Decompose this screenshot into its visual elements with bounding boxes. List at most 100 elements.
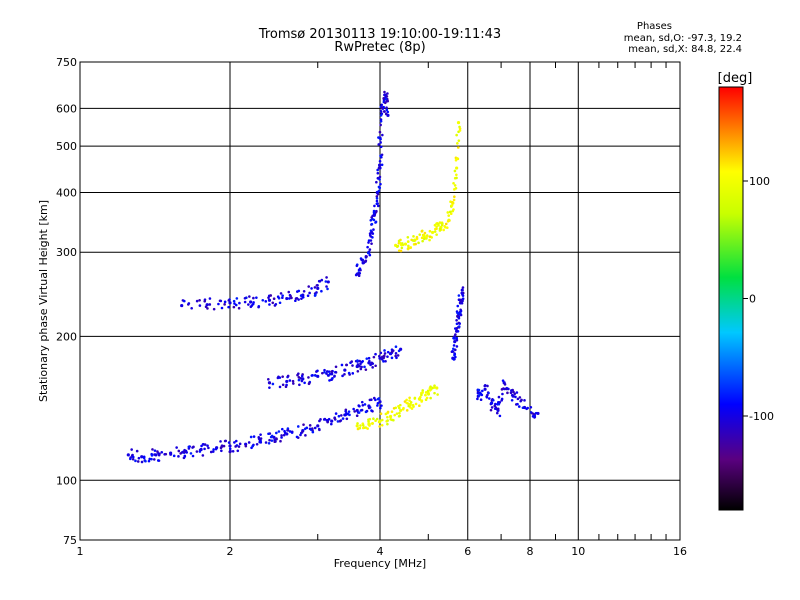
data-point — [223, 300, 227, 304]
phases-heading: Phases — [636, 21, 672, 32]
data-point — [359, 409, 363, 412]
data-point — [203, 443, 207, 446]
data-point — [368, 253, 372, 257]
data-point — [177, 449, 181, 453]
data-point — [476, 391, 480, 395]
data-point — [455, 166, 459, 170]
data-point — [385, 108, 389, 112]
data-point — [302, 423, 305, 426]
data-point — [523, 399, 526, 402]
data-point — [408, 396, 411, 400]
data-point — [433, 223, 437, 227]
data-point — [455, 318, 458, 322]
data-point — [395, 356, 398, 360]
data-point — [348, 413, 351, 417]
data-point — [150, 457, 153, 461]
data-point — [272, 297, 276, 301]
data-point — [259, 437, 263, 440]
data-point — [355, 408, 359, 413]
data-point — [277, 430, 281, 433]
data-point — [379, 118, 383, 121]
data-point — [458, 129, 462, 132]
data-point — [334, 370, 337, 374]
data-point — [536, 411, 540, 416]
data-point — [344, 413, 347, 417]
data-point — [353, 410, 356, 413]
data-point — [385, 95, 389, 98]
y-tick-label: 100 — [56, 474, 77, 487]
data-point — [361, 360, 364, 363]
data-point — [386, 92, 389, 95]
data-point — [268, 438, 271, 442]
data-point — [288, 430, 292, 433]
data-point — [359, 424, 362, 427]
data-point — [316, 286, 320, 291]
data-point — [361, 423, 365, 427]
data-point — [398, 241, 402, 245]
data-point — [375, 197, 379, 200]
data-point — [422, 233, 426, 238]
data-point — [321, 371, 324, 375]
data-point — [441, 222, 444, 226]
data-point — [372, 355, 376, 359]
data-point — [487, 391, 490, 395]
data-point — [455, 345, 459, 348]
data-point — [452, 181, 455, 185]
plot-frame — [79, 61, 681, 541]
data-point — [453, 352, 457, 356]
data-point — [187, 445, 191, 449]
data-point — [278, 301, 282, 305]
data-point — [395, 412, 399, 415]
data-point — [137, 456, 141, 460]
data-point — [151, 448, 154, 451]
data-point — [334, 412, 338, 415]
data-point — [191, 446, 194, 449]
data-point — [370, 409, 373, 412]
data-point — [379, 182, 382, 186]
data-point — [403, 242, 408, 246]
data-point — [301, 295, 305, 299]
data-point — [264, 441, 268, 444]
data-point — [356, 359, 359, 362]
data-point — [385, 106, 388, 109]
data-point — [483, 387, 487, 391]
x-tick-label: 10 — [571, 545, 585, 558]
chart-subtitle: RwPretec (8p) — [334, 40, 426, 55]
x-tick-label: 4 — [377, 545, 384, 558]
data-point — [326, 287, 329, 291]
data-point — [292, 382, 295, 385]
data-point — [211, 450, 215, 453]
data-point — [264, 300, 268, 303]
data-point — [268, 303, 271, 306]
data-point — [356, 427, 360, 431]
data-point — [452, 344, 456, 347]
data-point — [408, 399, 411, 402]
data-point — [486, 384, 489, 388]
data-point — [381, 133, 384, 137]
data-point — [390, 410, 394, 414]
data-point — [318, 280, 321, 283]
data-point — [150, 452, 153, 456]
data-point — [234, 303, 238, 307]
data-point — [375, 199, 379, 203]
data-point — [386, 422, 389, 426]
data-point — [356, 370, 360, 373]
data-point — [396, 244, 400, 248]
data-point — [437, 222, 440, 226]
data-point — [514, 395, 517, 399]
data-point — [365, 255, 368, 258]
data-point — [364, 259, 368, 263]
data-point — [270, 439, 274, 442]
data-point — [326, 418, 329, 422]
data-point — [257, 435, 261, 439]
y-tick-label: 200 — [56, 330, 77, 343]
data-point — [531, 412, 534, 415]
data-point — [131, 455, 135, 459]
data-point — [486, 393, 489, 397]
data-point — [372, 211, 376, 214]
data-point — [456, 121, 461, 125]
data-point — [452, 198, 456, 202]
data-point — [456, 304, 460, 308]
data-point — [457, 139, 461, 142]
data-point — [361, 426, 365, 430]
